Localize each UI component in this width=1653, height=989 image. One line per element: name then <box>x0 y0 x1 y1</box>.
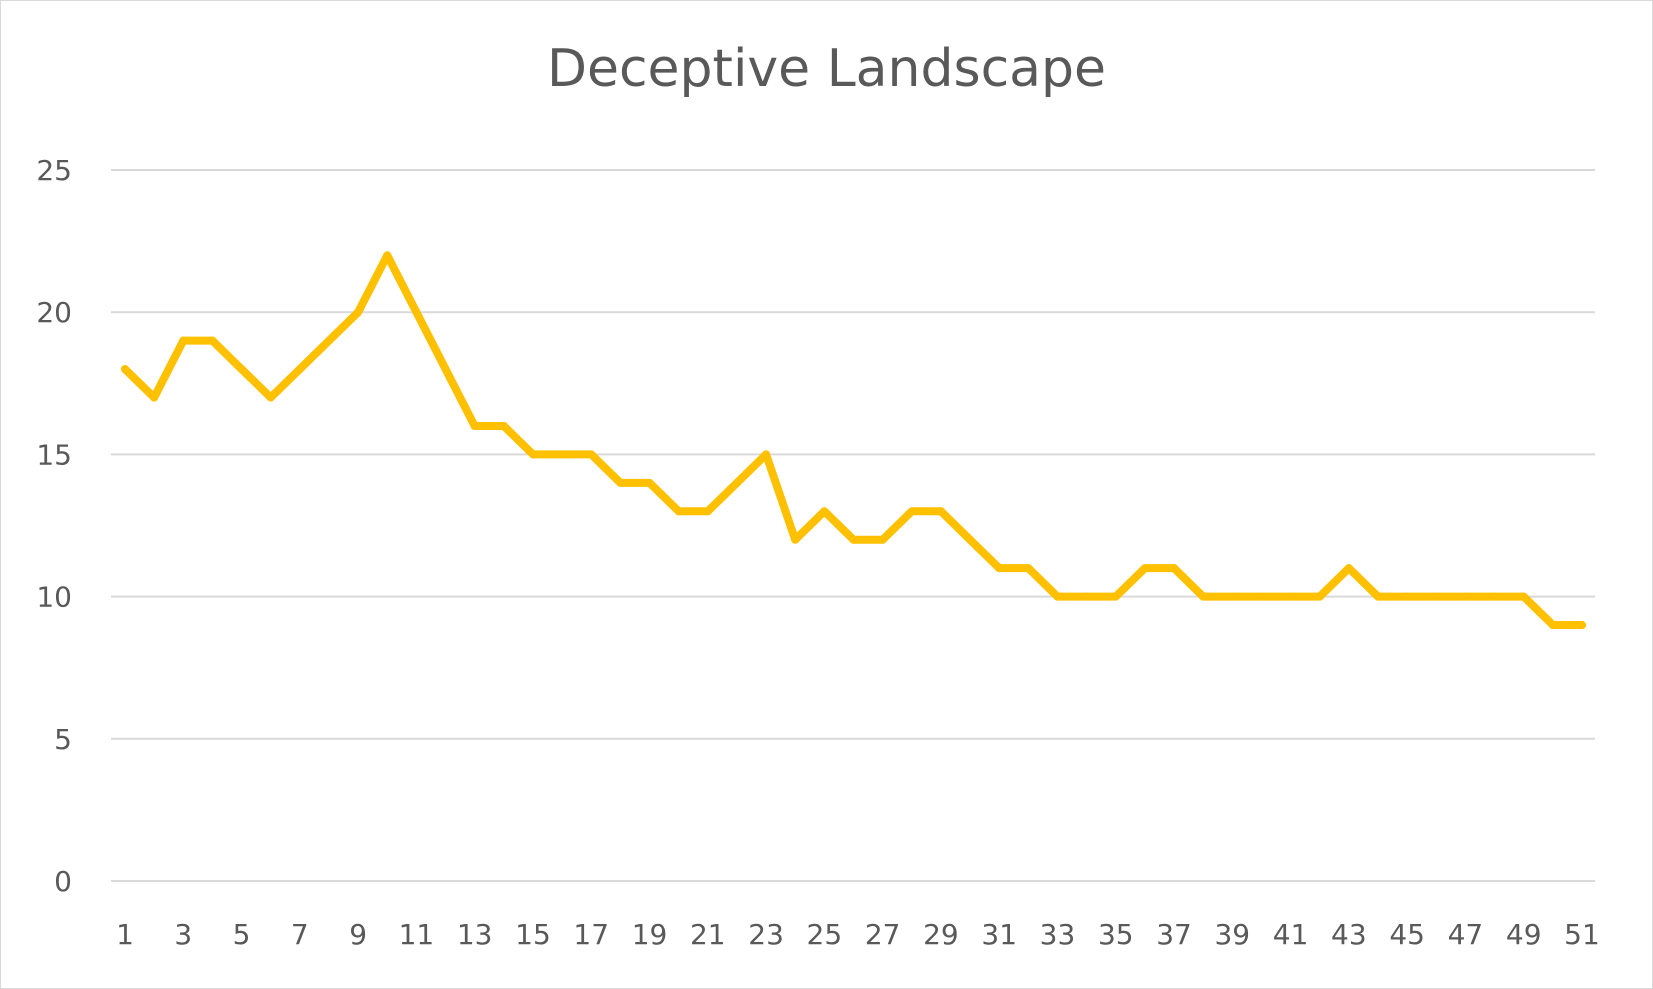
series-layer <box>121 251 1586 630</box>
x-tick-label: 27 <box>865 918 901 951</box>
data-point <box>1578 621 1586 630</box>
x-tick-label: 25 <box>807 918 843 951</box>
x-tick-label: 3 <box>174 918 192 951</box>
data-point <box>820 507 829 516</box>
data-point <box>791 535 800 544</box>
x-tick-label: 43 <box>1331 918 1367 951</box>
data-point <box>1374 592 1383 601</box>
data-point <box>1432 592 1441 601</box>
y-tick-label: 5 <box>54 723 72 756</box>
x-tick-label: 19 <box>632 918 668 951</box>
data-point <box>383 251 392 260</box>
data-point <box>266 393 275 402</box>
gridlines <box>111 169 1595 882</box>
data-point <box>1344 564 1353 573</box>
data-point <box>1082 592 1091 601</box>
x-tick-label: 23 <box>748 918 784 951</box>
data-point <box>441 365 450 374</box>
data-point <box>732 478 741 487</box>
data-point <box>179 336 188 345</box>
data-point <box>645 478 654 487</box>
data-point <box>762 450 771 459</box>
data-point <box>616 478 625 487</box>
y-axis-tick-labels: 0 5 10 15 20 25 <box>36 154 72 898</box>
data-point <box>324 336 333 345</box>
x-tick-label: 47 <box>1448 918 1484 951</box>
x-tick-label: 51 <box>1564 918 1600 951</box>
data-point <box>703 507 712 516</box>
data-point <box>907 507 916 516</box>
data-point <box>1315 592 1324 601</box>
x-tick-label: 17 <box>573 918 609 951</box>
x-tick-label: 15 <box>515 918 551 951</box>
data-point <box>995 564 1004 573</box>
y-tick-label: 25 <box>36 154 72 187</box>
data-point <box>150 393 159 402</box>
data-point <box>1199 592 1208 601</box>
data-point <box>674 507 683 516</box>
data-point <box>1053 592 1062 601</box>
data-point <box>1403 592 1412 601</box>
data-point <box>528 450 537 459</box>
data-point <box>470 421 479 430</box>
x-tick-label: 7 <box>291 918 309 951</box>
x-tick-label: 35 <box>1098 918 1134 951</box>
data-point <box>587 450 596 459</box>
data-point <box>1286 592 1295 601</box>
data-point <box>1548 621 1557 630</box>
x-tick-label: 33 <box>1040 918 1076 951</box>
data-point <box>354 308 363 317</box>
x-tick-label: 41 <box>1273 918 1309 951</box>
x-tick-label: 5 <box>233 918 251 951</box>
data-point <box>1024 564 1033 573</box>
data-point <box>1170 564 1179 573</box>
x-tick-label: 21 <box>690 918 726 951</box>
x-tick-label: 1 <box>116 918 134 951</box>
data-point <box>1228 592 1237 601</box>
data-point <box>295 365 304 374</box>
x-tick-label: 45 <box>1389 918 1425 951</box>
data-point <box>1461 592 1470 601</box>
data-point <box>412 308 421 317</box>
x-tick-label: 31 <box>981 918 1017 951</box>
data-point <box>121 365 129 374</box>
x-tick-label: 49 <box>1506 918 1542 951</box>
data-point <box>499 421 508 430</box>
data-point <box>1111 592 1120 601</box>
x-axis-tick-labels: 1 3 5 7 9 11 13 15 17 19 21 23 25 27 29 31 33 35 37 39 41 43 4… <box>116 918 1600 951</box>
y-tick-label: 15 <box>36 438 72 471</box>
x-tick-label: 9 <box>349 918 367 951</box>
data-point <box>966 535 975 544</box>
data-point <box>1490 592 1499 601</box>
x-tick-label: 11 <box>399 918 435 951</box>
y-tick-label: 0 <box>54 865 72 898</box>
data-point <box>1519 592 1528 601</box>
data-point <box>878 535 887 544</box>
data-point <box>1257 592 1266 601</box>
chart-title: Deceptive Landscape <box>546 39 1107 99</box>
series-line-0 <box>121 251 1586 630</box>
y-tick-label: 10 <box>36 581 72 614</box>
x-tick-label: 13 <box>457 918 493 951</box>
x-tick-label: 29 <box>923 918 959 951</box>
y-tick-label: 20 <box>36 296 72 329</box>
x-tick-label: 39 <box>1214 918 1250 951</box>
data-point <box>936 507 945 516</box>
x-tick-label: 37 <box>1156 918 1192 951</box>
data-point <box>849 535 858 544</box>
data-point <box>1140 564 1149 573</box>
data-point <box>208 336 217 345</box>
data-point <box>237 365 246 374</box>
data-point <box>558 450 567 459</box>
